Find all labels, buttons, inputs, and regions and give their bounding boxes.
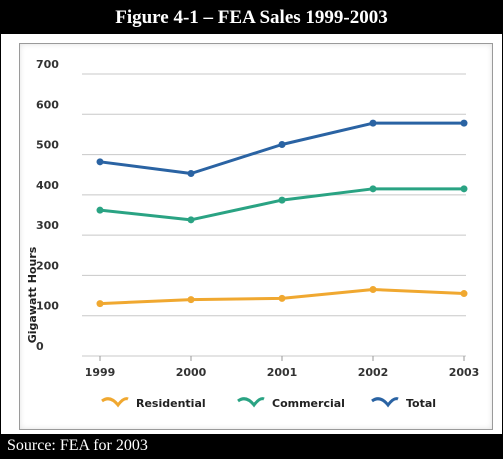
series-line-total <box>99 121 464 176</box>
data-point-residential <box>187 296 195 304</box>
legend-swatch-residential <box>101 397 129 408</box>
y-tick-label: 200 <box>36 259 59 272</box>
x-tick-label: 2002 <box>358 366 389 379</box>
legend-label-total: Total <box>406 397 436 410</box>
data-point-commercial <box>369 185 377 193</box>
x-tick-label: 2000 <box>176 366 207 379</box>
data-point-commercial <box>187 216 195 224</box>
x-tick-label: 1999 <box>85 366 116 379</box>
line-chart: 0 100 200 300 400 500 600 700 1999 2000 2001 2002 2… <box>26 58 480 410</box>
data-point-commercial <box>460 185 468 193</box>
data-point-residential <box>460 290 468 298</box>
data-point-total <box>187 170 195 178</box>
legend-label-residential: Residential <box>136 397 206 410</box>
legend-label-commercial: Commercial <box>272 397 345 410</box>
legend-swatch-commercial <box>237 397 265 408</box>
data-point-residential <box>369 286 377 294</box>
y-tick-label: 500 <box>36 139 59 152</box>
y-axis-title: Gigawatt Hours <box>26 246 39 343</box>
y-tick-label: 300 <box>36 219 59 232</box>
y-tick-label: 100 <box>36 300 59 313</box>
x-tick-label: 2001 <box>267 366 298 379</box>
data-point-total <box>278 141 286 148</box>
series-line-commercial <box>99 187 464 222</box>
data-point-total <box>96 158 104 166</box>
legend-swatch-total <box>371 397 399 408</box>
x-tick-label: 2003 <box>449 366 480 379</box>
y-tick-label: 0 <box>36 340 44 353</box>
data-point-residential <box>96 300 104 308</box>
figure-title: Figure 4-1 – FEA Sales 1999-2003 <box>1 1 502 34</box>
data-point-commercial <box>278 196 286 204</box>
x-axis-ticks: 1999 2000 2001 2002 2003 <box>85 356 480 379</box>
series-lines <box>96 119 468 308</box>
data-point-total <box>369 119 377 127</box>
gridlines <box>82 73 466 357</box>
legend: Residential Commercial Total <box>101 397 436 410</box>
y-axis-ticks: 0 100 200 300 400 500 600 700 <box>36 58 59 353</box>
data-point-commercial <box>96 206 104 214</box>
y-tick-label: 400 <box>36 179 59 192</box>
data-point-residential <box>278 294 286 302</box>
chart-panel: 0 100 200 300 400 500 600 700 1999 2000 2001 2002 2… <box>19 43 493 430</box>
y-tick-label: 700 <box>36 58 59 71</box>
y-tick-label: 600 <box>36 98 59 111</box>
data-point-total <box>460 119 468 127</box>
source-note: Source: FEA for 2003 <box>1 434 502 458</box>
